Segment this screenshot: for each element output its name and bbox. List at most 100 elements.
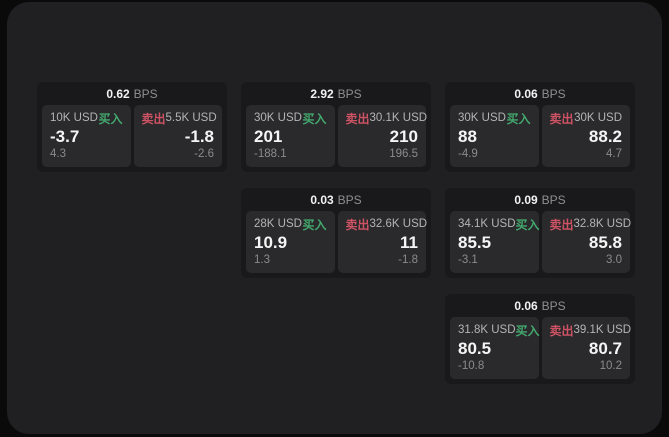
buy-header-row: 30K USD 买入 — [254, 113, 327, 125]
buy-header-row: 34.1K USD 买入 — [458, 218, 540, 231]
sell-header-row: 卖出 30.1K USD — [345, 112, 428, 126]
buy-price-value: 201 — [254, 127, 283, 147]
sell-delta-value: 10.2 — [599, 359, 622, 372]
buy-quote-panel[interactable]: 10K USD 买入 -3.7 4.3 — [42, 105, 131, 167]
sell-amount-label: 32.6K USD — [369, 218, 428, 231]
bps-value: 0.62 — [106, 86, 130, 101]
sell-header-row: 卖出 30K USD — [550, 113, 623, 125]
buy-amount-label: 28K USD — [254, 218, 302, 231]
bps-value: 0.06 — [514, 298, 538, 313]
quote-panels: 10K USD 买入 -3.7 4.3 卖出 5.5K USD -1.8 -2.… — [42, 105, 222, 167]
sell-delta-value: -2.6 — [194, 147, 214, 160]
buy-amount-label: 31.8K USD — [458, 324, 516, 337]
quote-cards-grid: 0.62 BPS 10K USD 买入 -3.7 4.3 卖出 5.5K USD… — [37, 82, 635, 384]
sell-amount-label: 32.8K USD — [573, 218, 632, 231]
card-header: 0.62 BPS — [42, 82, 222, 105]
dashboard-panel: 0.62 BPS 10K USD 买入 -3.7 4.3 卖出 5.5K USD… — [7, 2, 662, 434]
sell-amount-label: 30K USD — [574, 112, 622, 125]
sell-quote-panel[interactable]: 卖出 5.5K USD -1.8 -2.6 — [133, 105, 222, 167]
buy-quote-panel[interactable]: 28K USD 买入 10.9 1.3 — [246, 211, 335, 273]
sell-side-label: 卖出 — [549, 112, 574, 126]
card-header: 0.09 BPS — [450, 188, 630, 211]
card-header: 0.06 BPS — [450, 82, 630, 105]
quote-panels: 30K USD 买入 201 -188.1 卖出 30.1K USD 210 1… — [246, 105, 428, 167]
bps-unit-label: BPS — [541, 86, 566, 101]
sell-delta-value: 3.0 — [606, 253, 622, 266]
buy-price-value: -3.7 — [50, 127, 80, 147]
buy-side-label: 买入 — [98, 112, 123, 126]
buy-amount-label: 30K USD — [254, 112, 302, 125]
sell-side-label: 卖出 — [549, 218, 574, 232]
buy-delta-value: -10.8 — [458, 359, 485, 372]
sell-side-label: 卖出 — [345, 112, 370, 126]
sell-quote-panel[interactable]: 卖出 30K USD 88.2 4.7 — [541, 105, 630, 167]
sell-quote-panel[interactable]: 卖出 39.1K USD 80.7 10.2 — [541, 317, 632, 379]
buy-header-row: 10K USD 买入 — [50, 113, 123, 125]
sell-side-label: 卖出 — [549, 324, 574, 338]
buy-delta-value: 1.3 — [254, 253, 270, 266]
sell-price-value: 88.2 — [588, 127, 622, 147]
buy-delta-value: 4.3 — [50, 147, 66, 160]
buy-price-value: 85.5 — [458, 233, 492, 253]
quote-panels: 28K USD 买入 10.9 1.3 卖出 32.6K USD 11 -1.8 — [246, 211, 428, 273]
buy-side-label: 买入 — [302, 218, 327, 232]
quote-card: 0.09 BPS 34.1K USD 买入 85.5 -3.1 卖出 32.8K… — [445, 188, 635, 278]
quote-panels: 31.8K USD 买入 80.5 -10.8 卖出 39.1K USD 80.… — [450, 317, 632, 379]
buy-header-row: 30K USD 买入 — [458, 113, 531, 125]
sell-quote-panel[interactable]: 卖出 32.8K USD 85.8 3.0 — [541, 211, 632, 273]
buy-delta-value: -188.1 — [254, 147, 287, 160]
sell-quote-panel[interactable]: 卖出 30.1K USD 210 196.5 — [337, 105, 428, 167]
quote-card: 2.92 BPS 30K USD 买入 201 -188.1 卖出 30.1K … — [241, 82, 431, 172]
sell-side-label: 卖出 — [345, 218, 370, 232]
buy-quote-panel[interactable]: 31.8K USD 买入 80.5 -10.8 — [450, 317, 540, 379]
bps-value: 0.06 — [514, 86, 538, 101]
quote-card: 0.06 BPS 30K USD 买入 88 -4.9 卖出 30K USD 8… — [445, 82, 635, 172]
buy-delta-value: -4.9 — [458, 147, 478, 160]
quote-panels: 30K USD 买入 88 -4.9 卖出 30K USD 88.2 4.7 — [450, 105, 630, 167]
buy-side-label: 买入 — [515, 218, 540, 232]
buy-quote-panel[interactable]: 34.1K USD 买入 85.5 -3.1 — [450, 211, 540, 273]
sell-amount-label: 39.1K USD — [573, 324, 632, 337]
buy-side-label: 买入 — [302, 112, 327, 126]
quote-card: 0.03 BPS 28K USD 买入 10.9 1.3 卖出 32.6K US… — [241, 188, 431, 278]
quote-panels: 34.1K USD 买入 85.5 -3.1 卖出 32.8K USD 85.8… — [450, 211, 632, 273]
buy-header-row: 31.8K USD 买入 — [458, 324, 540, 337]
sell-amount-label: 5.5K USD — [165, 112, 217, 125]
sell-price-value: 210 — [389, 127, 418, 147]
sell-header-row: 卖出 32.8K USD — [549, 218, 632, 232]
buy-price-value: 88 — [458, 127, 477, 147]
buy-amount-label: 10K USD — [50, 112, 98, 125]
sell-delta-value: 196.5 — [389, 147, 418, 160]
bps-value: 2.92 — [310, 86, 334, 101]
buy-quote-panel[interactable]: 30K USD 买入 88 -4.9 — [450, 105, 539, 167]
card-header: 0.06 BPS — [450, 294, 630, 317]
sell-delta-value: -1.8 — [398, 253, 418, 266]
sell-price-value: 80.7 — [588, 339, 622, 359]
card-header: 2.92 BPS — [246, 82, 426, 105]
bps-value: 0.03 — [310, 192, 334, 207]
buy-header-row: 28K USD 买入 — [254, 219, 327, 231]
buy-quote-panel[interactable]: 30K USD 买入 201 -188.1 — [246, 105, 335, 167]
sell-side-label: 卖出 — [141, 112, 166, 126]
buy-delta-value: -3.1 — [458, 253, 478, 266]
bps-unit-label: BPS — [337, 86, 362, 101]
bps-unit-label: BPS — [133, 86, 158, 101]
sell-header-row: 卖出 5.5K USD — [141, 112, 217, 126]
sell-price-value: 11 — [400, 233, 418, 253]
sell-quote-panel[interactable]: 卖出 32.6K USD 11 -1.8 — [337, 211, 428, 273]
quote-card: 0.62 BPS 10K USD 买入 -3.7 4.3 卖出 5.5K USD… — [37, 82, 227, 172]
card-header: 0.03 BPS — [246, 188, 426, 211]
bps-unit-label: BPS — [541, 192, 566, 207]
sell-amount-label: 30.1K USD — [369, 112, 428, 125]
bps-unit-label: BPS — [541, 298, 566, 313]
buy-amount-label: 30K USD — [458, 112, 506, 125]
buy-side-label: 买入 — [506, 112, 531, 126]
sell-header-row: 卖出 32.6K USD — [345, 218, 428, 232]
bps-unit-label: BPS — [337, 192, 362, 207]
sell-delta-value: 4.7 — [606, 147, 622, 160]
sell-price-value: 85.8 — [588, 233, 622, 253]
bps-value: 0.09 — [514, 192, 538, 207]
sell-price-value: -1.8 — [184, 127, 214, 147]
buy-amount-label: 34.1K USD — [458, 218, 516, 231]
quote-card: 0.06 BPS 31.8K USD 买入 80.5 -10.8 卖出 39.1… — [445, 294, 635, 384]
